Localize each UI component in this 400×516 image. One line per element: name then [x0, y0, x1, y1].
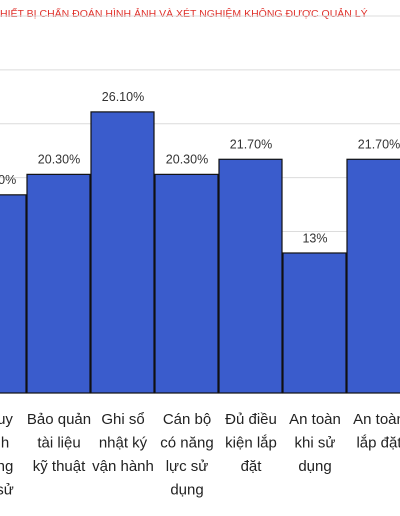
value-label: 21.70% — [358, 138, 400, 152]
x-tick-label: An toàn — [353, 411, 400, 428]
chart-title: HIẾT BỊ CHẨN ĐOÁN HÌNH ẢNH VÀ XÉT NGHIỆM… — [0, 7, 368, 20]
x-tick-label: h — [1, 434, 9, 451]
x-tick-label: lắp đặt — [356, 434, 400, 451]
x-tick-label: vận hành — [92, 458, 154, 475]
x-tick-label: lực sử — [166, 458, 209, 475]
x-tick-label: nhật ký — [99, 434, 148, 451]
x-tick-label: có năng — [160, 434, 213, 451]
bar — [218, 158, 283, 394]
x-tick-label: đặt — [241, 458, 263, 475]
x-tick-label: Ghi sổ — [101, 411, 144, 428]
x-tick-label: kiện lắp — [225, 434, 277, 451]
x-tick-label: Bảo quản — [27, 411, 91, 428]
x-tick-label: Cán bộ — [163, 411, 211, 428]
x-tick-label: An toàn — [289, 411, 341, 428]
bar — [154, 173, 219, 394]
x-tick-label: dụng — [298, 458, 331, 475]
x-tick-label: Đủ điều — [225, 411, 277, 428]
value-label: 20.30% — [166, 153, 208, 167]
bar — [346, 158, 400, 394]
bar — [90, 111, 155, 394]
x-tick-label: khi sử — [295, 434, 336, 451]
x-tick-label: dụng — [170, 481, 203, 498]
x-tick-label: kỹ thuật — [33, 458, 86, 475]
value-label: 13% — [302, 231, 327, 245]
bar — [282, 252, 347, 394]
x-tick-label: sử — [0, 481, 14, 498]
value-label: 26.10% — [102, 90, 144, 104]
bar — [26, 173, 91, 394]
bar — [0, 194, 27, 394]
value-label: 20.30% — [38, 153, 80, 167]
value-label: 18.40% — [0, 173, 16, 187]
x-tick-label: uy — [0, 411, 13, 428]
x-tick-label: tài liệu — [37, 434, 80, 451]
x-tick-label: ng — [0, 458, 13, 475]
value-label: 21.70% — [230, 138, 272, 152]
